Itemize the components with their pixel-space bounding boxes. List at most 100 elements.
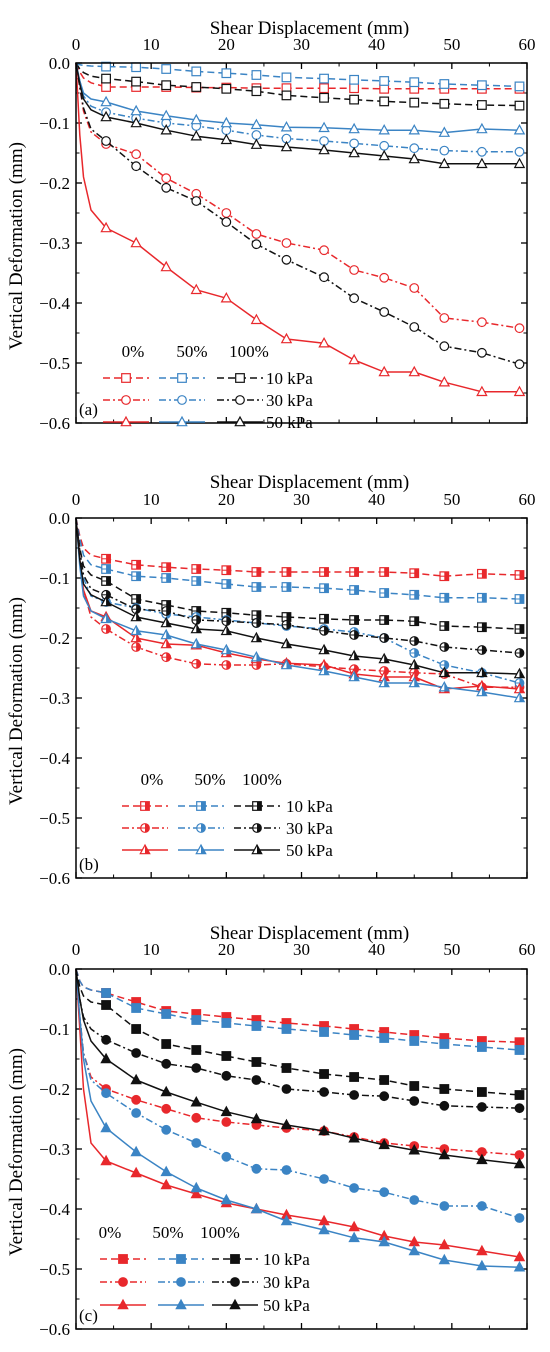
legend-label: 10 kPa	[266, 369, 313, 388]
data-point	[348, 146, 360, 158]
data-point	[477, 1102, 487, 1112]
data-point-half-fill	[414, 678, 419, 687]
data-point	[131, 1024, 142, 1034]
legend-marker	[176, 415, 188, 427]
series-line	[75, 517, 520, 675]
legend-marker	[235, 395, 245, 405]
data-point	[408, 1244, 420, 1256]
series-line	[75, 968, 520, 1258]
y-tick-label: −0.4	[39, 1200, 70, 1219]
legend-header: 100%	[242, 770, 282, 789]
y-tick-label: −0.4	[39, 294, 70, 313]
data-point-half-fill	[226, 625, 232, 635]
data-point	[476, 1153, 488, 1165]
data-point	[130, 104, 142, 116]
legend-marker	[177, 395, 187, 405]
data-point	[190, 113, 203, 125]
data-point	[130, 116, 142, 128]
data-point	[438, 376, 451, 387]
data-point	[160, 1178, 172, 1190]
panel-label: (a)	[79, 400, 98, 419]
plot-frame	[75, 62, 528, 424]
legend-label: 50 kPa	[286, 841, 333, 860]
data-point	[191, 1112, 202, 1123]
data-point	[514, 81, 525, 92]
x-tick-label: 10	[143, 35, 160, 54]
data-point	[191, 1045, 202, 1055]
x-tick-label: 60	[519, 35, 536, 54]
series-0pct-50kpa	[75, 968, 526, 1262]
series-line	[75, 968, 520, 1268]
panel-a: Shear Displacement (mm) Vertical Deformat…	[6, 18, 536, 433]
data-point	[101, 136, 111, 146]
data-point	[378, 149, 390, 161]
data-point	[131, 76, 142, 87]
x-axis-title: Shear Displacement (mm)	[210, 923, 409, 944]
data-point	[281, 1024, 292, 1034]
y-tick-label: −0.5	[39, 1260, 70, 1279]
data-point	[348, 1220, 360, 1232]
legend-label: 10 kPa	[286, 797, 333, 816]
series-line	[75, 62, 520, 165]
data-point	[160, 260, 172, 272]
data-point	[280, 1118, 293, 1130]
series-100pct-30kpa	[75, 62, 525, 370]
data-point	[250, 1112, 263, 1124]
data-point	[130, 236, 142, 248]
series-0pct-30kpa	[75, 62, 525, 334]
x-tick-label: 30	[293, 35, 310, 54]
data-point	[251, 239, 262, 250]
data-point	[476, 157, 488, 169]
y-tick-label: −0.6	[39, 869, 70, 888]
x-tick-label: 60	[519, 940, 536, 959]
series-50pct-10kpa	[75, 61, 525, 92]
data-point	[281, 1084, 292, 1094]
data-point	[319, 73, 329, 84]
data-point	[131, 62, 142, 73]
series-line	[75, 968, 520, 1043]
data-point	[101, 1088, 111, 1099]
series-line	[75, 517, 520, 684]
data-point	[100, 1052, 112, 1064]
series-line	[75, 517, 520, 600]
data-point	[280, 332, 293, 344]
data-point	[439, 98, 450, 109]
data-point	[514, 100, 525, 111]
y-tick-label: −0.2	[39, 174, 70, 193]
series-100pct-10kpa	[75, 62, 525, 111]
data-point	[477, 100, 487, 110]
data-point-half-fill	[354, 672, 359, 681]
legend-header: 100%	[200, 1223, 240, 1242]
series-line	[75, 517, 520, 630]
data-point	[221, 1070, 232, 1081]
data-point	[439, 1201, 450, 1211]
data-point	[513, 124, 526, 135]
series-50pct-50kpa	[75, 517, 526, 703]
data-point	[378, 124, 390, 135]
series-line	[75, 62, 520, 329]
data-point	[349, 83, 360, 94]
data-point	[161, 173, 172, 184]
series-0pct-30kpa	[75, 517, 525, 693]
y-tick-label: −0.6	[39, 414, 70, 433]
data-point	[409, 143, 420, 154]
series-0pct-50kpa	[75, 62, 526, 397]
data-point	[221, 1018, 232, 1028]
data-point	[190, 1187, 203, 1199]
data-point-half-fill	[324, 666, 329, 675]
data-point-half-fill	[106, 597, 111, 606]
data-point-half-fill	[519, 684, 525, 693]
legend-marker	[234, 415, 246, 427]
data-point	[349, 265, 360, 275]
data-point	[378, 1138, 390, 1150]
data-point	[281, 90, 292, 101]
data-point	[513, 1250, 526, 1262]
data-point	[318, 337, 330, 348]
legend: 0% 50% 100% 10 kPa 30 kPa 50 kPa	[103, 342, 313, 432]
series-line	[75, 517, 520, 699]
series-line	[75, 517, 520, 577]
data-point	[161, 1058, 172, 1069]
legend-header: 50%	[176, 342, 207, 361]
data-point	[439, 145, 450, 156]
